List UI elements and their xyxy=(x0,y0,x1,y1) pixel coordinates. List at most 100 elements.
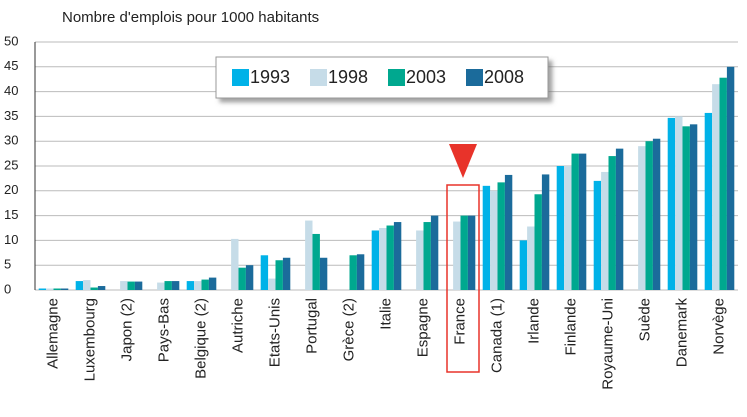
y-tick-label: 35 xyxy=(4,108,18,123)
bar xyxy=(194,281,202,290)
x-tick-label: Allemagne xyxy=(44,298,61,369)
bar xyxy=(689,124,698,290)
bar xyxy=(260,255,269,290)
bar xyxy=(652,138,661,290)
x-tick-label: Pays-Bas xyxy=(155,298,172,362)
bar xyxy=(667,117,676,290)
y-tick-label: 5 xyxy=(4,257,11,272)
bar xyxy=(423,222,431,290)
bar xyxy=(497,182,505,290)
y-tick-label: 30 xyxy=(4,133,18,148)
x-tick-label: Etats-Unis xyxy=(266,298,283,367)
bar xyxy=(719,77,727,290)
bar xyxy=(482,185,491,290)
x-tick-label: Autriche xyxy=(229,298,246,353)
y-tick-label: 45 xyxy=(4,58,18,73)
bar xyxy=(416,230,424,290)
x-tick-label: Suède xyxy=(636,298,653,341)
bar xyxy=(245,265,254,290)
bar xyxy=(134,281,143,290)
bar xyxy=(564,166,572,290)
y-tick-label: 0 xyxy=(4,281,11,296)
bar xyxy=(83,280,91,290)
bar xyxy=(186,281,195,290)
bar xyxy=(120,281,128,290)
bar xyxy=(238,267,246,290)
x-tick-label: Norvège xyxy=(710,298,727,355)
highlight-arrow xyxy=(449,144,477,178)
bar xyxy=(282,257,291,290)
x-tick-label: Danemark xyxy=(673,298,690,368)
bar xyxy=(645,141,653,290)
bar xyxy=(460,215,468,290)
x-tick-label: Canada (1) xyxy=(488,298,505,373)
x-tick-label: Japon (2) xyxy=(118,298,135,361)
bar xyxy=(75,281,84,290)
bar xyxy=(430,215,439,290)
bar xyxy=(608,156,616,290)
bar xyxy=(38,288,47,290)
bar xyxy=(704,112,713,290)
bar xyxy=(53,288,61,290)
bar xyxy=(467,215,476,290)
bar xyxy=(319,257,328,290)
bar xyxy=(97,286,106,290)
legend-swatch xyxy=(310,69,327,86)
bar xyxy=(534,194,542,290)
y-tick-label: 10 xyxy=(4,232,18,247)
y-tick-label: 20 xyxy=(4,182,18,197)
bar xyxy=(571,153,579,290)
bar xyxy=(726,66,735,290)
x-tick-label: France xyxy=(451,298,468,345)
bar xyxy=(682,126,690,290)
bar xyxy=(171,281,180,290)
x-tick-label: Royaume-Uni xyxy=(599,298,616,390)
x-tick-label: Portugal xyxy=(303,298,320,354)
x-tick-label: Grèce (2) xyxy=(340,298,357,361)
x-tick-label: Italie xyxy=(377,298,394,330)
legend-label: 2008 xyxy=(484,67,524,87)
bar xyxy=(305,220,313,290)
bar xyxy=(312,233,320,290)
bar xyxy=(675,116,683,291)
bar xyxy=(201,279,209,290)
legend-label: 1993 xyxy=(250,67,290,87)
x-tick-label: Belgique (2) xyxy=(192,298,209,379)
bar xyxy=(356,254,365,290)
legend-swatch xyxy=(388,69,405,86)
bar xyxy=(638,146,646,290)
bar xyxy=(371,230,380,290)
y-tick-label: 25 xyxy=(4,157,18,172)
bar xyxy=(504,174,513,290)
y-tick-label: 15 xyxy=(4,207,18,222)
bar xyxy=(519,240,528,290)
bar xyxy=(593,180,602,290)
x-tick-label: Luxembourg xyxy=(81,298,98,381)
bar xyxy=(127,281,135,290)
bar xyxy=(490,190,498,290)
bar xyxy=(231,238,239,290)
legend-swatch xyxy=(466,69,483,86)
y-tick-label: 50 xyxy=(4,33,18,48)
highlight-box xyxy=(446,184,480,373)
bar xyxy=(268,278,276,290)
bar xyxy=(712,84,720,290)
bar xyxy=(90,287,98,290)
bar xyxy=(527,226,535,290)
x-tick-label: Espagne xyxy=(414,298,431,357)
bar xyxy=(208,277,217,290)
bar xyxy=(275,260,283,290)
x-tick-label: Irlande xyxy=(525,298,542,344)
bar xyxy=(349,255,357,290)
legend-box xyxy=(215,56,549,99)
y-tick-label: 40 xyxy=(4,83,18,98)
legend-label: 1998 xyxy=(328,67,368,87)
bar xyxy=(379,228,387,290)
chart-title: Nombre d'emplois pour 1000 habitants xyxy=(62,9,319,26)
bar xyxy=(164,281,172,290)
bar xyxy=(393,222,402,290)
bar xyxy=(601,171,609,290)
bar xyxy=(386,225,394,290)
bar xyxy=(556,166,565,290)
